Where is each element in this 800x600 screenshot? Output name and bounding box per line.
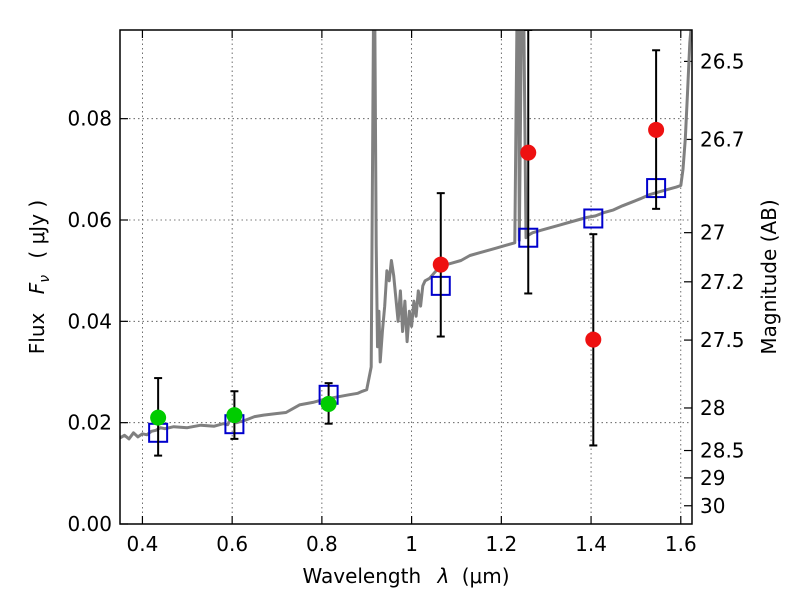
data-point — [648, 121, 665, 138]
data-point — [226, 407, 243, 424]
y2-tick-label: 28.5 — [700, 439, 745, 463]
data-point — [150, 409, 167, 426]
y2-tick-label: 29 — [700, 466, 725, 490]
y2-tick-label: 28 — [700, 396, 725, 420]
y2-tick-label: 30 — [700, 494, 725, 518]
x-tick-label: 1 — [405, 532, 418, 556]
x-tick-label: 1.2 — [485, 532, 517, 556]
y2-tick-label: 27.5 — [700, 328, 745, 352]
x-axis-label: Wavelength λ (μm) — [302, 564, 509, 588]
data-point — [520, 144, 537, 161]
y2-tick-label: 26.7 — [700, 127, 745, 151]
y2-tick-label: 26.5 — [700, 49, 745, 73]
tick-labels: 0.4 0.6 0.8 1 1.2 1.4 1.6 0.00 0.02 0.04 0.06 0.08 2… — [67, 49, 744, 556]
plot-frame — [119, 29, 693, 525]
x-tick-label: 0.8 — [306, 532, 338, 556]
data-point — [320, 395, 337, 412]
model-photometry-square — [583, 208, 604, 229]
ticks — [120, 30, 692, 525]
x-tick-label: 1.4 — [575, 532, 607, 556]
x-tick-label: 0.4 — [127, 532, 159, 556]
y2-tick-label: 27.2 — [700, 270, 745, 294]
y-axis-label: Flux Fν ( μJy ) — [25, 200, 54, 354]
y-tick-label: 0.02 — [67, 411, 112, 435]
x-tick-label: 0.6 — [216, 532, 248, 556]
y-tick-label: 0.06 — [67, 208, 112, 232]
y2-axis-label: Magnitude (AB) — [757, 199, 781, 354]
y2-tick-label: 27 — [700, 221, 725, 245]
y-tick-label: 0.08 — [67, 107, 112, 131]
y-tick-label: 0.00 — [67, 512, 112, 536]
data-marks — [148, 30, 667, 457]
data-point — [585, 331, 602, 348]
x-tick-label: 1.6 — [665, 532, 697, 556]
data-point — [432, 256, 449, 273]
y-tick-label: 0.04 — [67, 309, 112, 333]
